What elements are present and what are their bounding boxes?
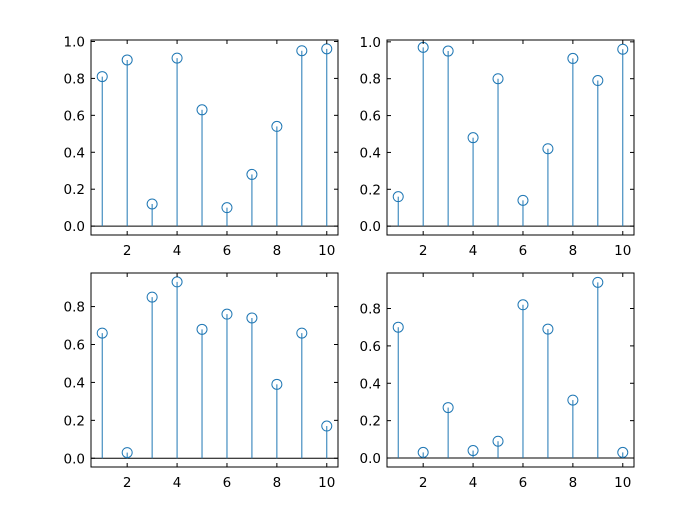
stem-marker-9 [296, 45, 308, 57]
x-tick-label-8: 8 [569, 475, 578, 491]
x-tick-label-8: 8 [273, 243, 282, 259]
x-tick-label-4: 4 [469, 475, 478, 491]
x-tick-label-6: 6 [519, 243, 528, 259]
stem-marker-5 [196, 323, 208, 335]
axes-frame [386, 272, 635, 468]
y-tick-label-0.8: 0.8 [360, 302, 381, 318]
y-tick-label-0.4: 0.4 [360, 145, 381, 161]
stem-marker-8 [567, 394, 579, 406]
x-tick-label-2: 2 [123, 475, 132, 491]
x-tick-label-6: 6 [223, 475, 232, 491]
x-tick-label-10: 10 [318, 475, 335, 491]
stem-marker-9 [592, 276, 604, 288]
y-tick-label-0.2: 0.2 [360, 414, 381, 430]
stem-marker-8 [567, 52, 579, 64]
y-tick-label-0.2: 0.2 [64, 413, 85, 429]
x-tick-label-6: 6 [223, 243, 232, 259]
x-tick-label-2: 2 [419, 243, 428, 259]
subplot-grid: 2 4 6 8 10 0.0 0.2 0.4 0.6 0.8 1.0 2 4 6 8 10 0.0 0.2 0.4 0… [64, 34, 635, 491]
stem-marker-6 [517, 194, 529, 206]
stem-marker-4 [467, 445, 479, 457]
stem-marker-3 [146, 291, 158, 303]
y-tick-label-0.6: 0.6 [360, 339, 381, 355]
y-tick-label-0.6: 0.6 [360, 109, 381, 125]
subplot-top-right: 2 4 6 8 10 0.0 0.2 0.4 0.6 0.8 1.0 [360, 35, 635, 259]
y-tick-label-0.4: 0.4 [64, 145, 85, 161]
subplot-bottom-left: 2 4 6 8 10 0.0 0.2 0.4 0.6 0.8 [64, 272, 339, 491]
stem-marker-6 [221, 308, 233, 320]
stem-marker-3 [442, 45, 454, 57]
stem-marker-5 [196, 104, 208, 116]
y-tick-label-0.2: 0.2 [64, 182, 85, 198]
stem-marker-3 [442, 402, 454, 414]
stem-marker-9 [592, 75, 604, 87]
subplot-bottom-right: 2 4 6 8 10 0.0 0.2 0.4 0.6 0.8 [360, 272, 635, 491]
y-tick-label-0.4: 0.4 [360, 376, 381, 392]
stem-marker-7 [542, 323, 554, 335]
stem-marker-4 [171, 52, 183, 64]
y-tick-label-0.6: 0.6 [64, 337, 85, 353]
axes-frame [90, 39, 339, 236]
stem-marker-2 [121, 447, 133, 459]
stem-marker-2 [121, 54, 133, 66]
stem-marker-10 [321, 420, 333, 432]
y-tick-label-0: 0.0 [64, 451, 85, 467]
stem-marker-8 [271, 120, 283, 132]
y-tick-label-0.8: 0.8 [360, 72, 381, 88]
x-tick-label-8: 8 [569, 243, 578, 259]
y-tick-label-0: 0.0 [360, 219, 381, 235]
stem-marker-1 [96, 327, 108, 339]
x-tick-label-2: 2 [123, 243, 132, 259]
x-tick-label-10: 10 [318, 243, 335, 259]
x-tick-label-4: 4 [469, 243, 478, 259]
stem-marker-4 [467, 132, 479, 144]
y-tick-label-0.2: 0.2 [360, 182, 381, 198]
stem-marker-10 [617, 446, 629, 458]
stem-marker-1 [392, 191, 404, 203]
axes-frame [386, 39, 635, 236]
subplot-top-left: 2 4 6 8 10 0.0 0.2 0.4 0.6 0.8 1.0 [64, 34, 339, 259]
y-tick-label-1: 1.0 [64, 34, 85, 50]
x-tick-label-4: 4 [173, 243, 182, 259]
stem-marker-8 [271, 378, 283, 390]
x-tick-label-4: 4 [173, 475, 182, 491]
stem-marker-6 [221, 202, 233, 214]
y-tick-label-0.4: 0.4 [64, 375, 85, 391]
stem-marker-1 [96, 71, 108, 83]
x-tick-label-8: 8 [273, 475, 282, 491]
stem-marker-5 [492, 435, 504, 447]
stem-marker-7 [246, 312, 258, 324]
y-tick-label-0.6: 0.6 [64, 108, 85, 124]
y-tick-label-0.8: 0.8 [64, 300, 85, 316]
stem-marker-3 [146, 198, 158, 210]
x-tick-label-2: 2 [419, 475, 428, 491]
stem-marker-7 [246, 168, 258, 180]
y-tick-label-0: 0.0 [64, 219, 85, 235]
y-tick-label-1: 1.0 [360, 35, 381, 51]
stem-marker-6 [517, 299, 529, 311]
stem-marker-2 [417, 446, 429, 458]
y-tick-label-0.8: 0.8 [64, 71, 85, 87]
axes-frame [90, 272, 339, 468]
stem-marker-9 [296, 327, 308, 339]
stem-marker-1 [392, 321, 404, 333]
stem-marker-10 [617, 43, 629, 55]
x-tick-label-6: 6 [519, 475, 528, 491]
y-tick-label-0: 0.0 [360, 451, 381, 467]
x-tick-label-10: 10 [614, 243, 631, 259]
stem-marker-7 [542, 143, 554, 155]
x-tick-label-10: 10 [614, 475, 631, 491]
stem-marker-5 [492, 73, 504, 85]
